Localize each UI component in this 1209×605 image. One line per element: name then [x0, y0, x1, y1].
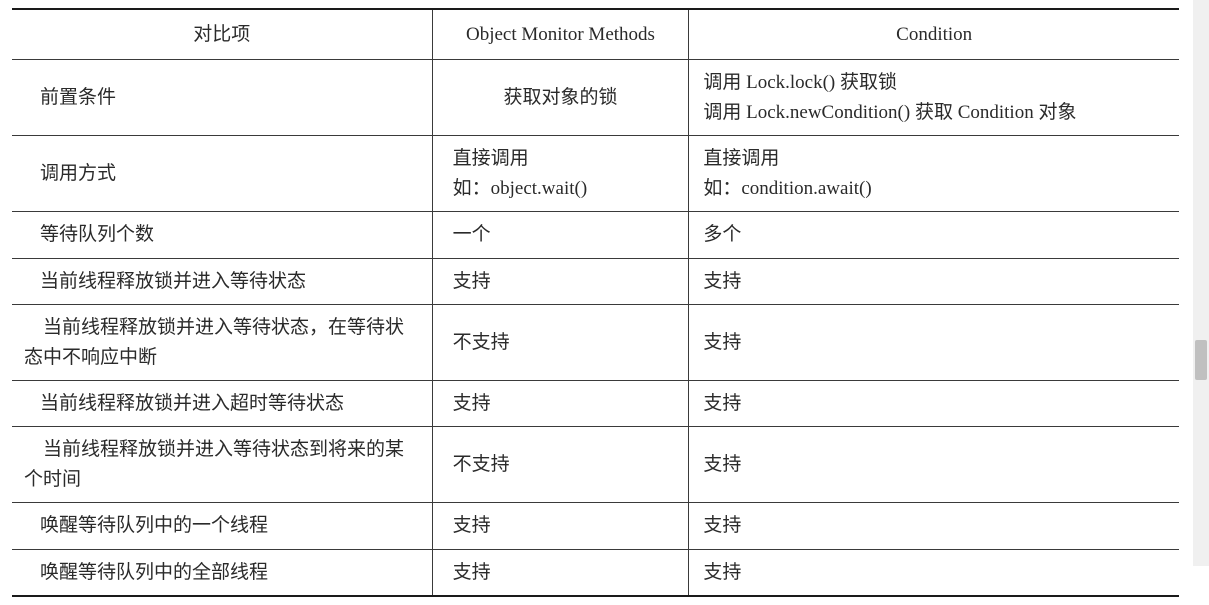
- cell-monitor: 不支持: [432, 427, 689, 503]
- cell-monitor: 支持: [432, 549, 689, 596]
- cell-compare: 当前线程释放锁并进入等待状态: [12, 258, 432, 304]
- cell-compare: 等待队列个数: [12, 212, 432, 258]
- cell-compare: 当前线程释放锁并进入等待状态，在等待状态中不响应中断: [12, 305, 432, 381]
- col-header-monitor: Object Monitor Methods: [432, 9, 689, 60]
- cell-condition: 支持: [689, 258, 1179, 304]
- cell-monitor: 支持: [432, 380, 689, 426]
- scrollbar-track[interactable]: [1193, 0, 1209, 566]
- cell-monitor: 直接调用 如：object.wait(): [432, 136, 689, 212]
- cell-condition: 调用 Lock.lock() 获取锁 调用 Lock.newCondition(…: [689, 60, 1179, 136]
- cell-compare: 前置条件: [12, 60, 432, 136]
- cell-condition: 支持: [689, 503, 1179, 549]
- table-row: 当前线程释放锁并进入等待状态，在等待状态中不响应中断不支持支持: [12, 305, 1179, 381]
- scrollbar-thumb[interactable]: [1195, 340, 1207, 380]
- cell-compare: 唤醒等待队列中的一个线程: [12, 503, 432, 549]
- cell-condition: 支持: [689, 427, 1179, 503]
- cell-monitor: 一个: [432, 212, 689, 258]
- table-row: 等待队列个数一个多个: [12, 212, 1179, 258]
- table-row: 当前线程释放锁并进入等待状态到将来的某个时间不支持支持: [12, 427, 1179, 503]
- table-row: 当前线程释放锁并进入超时等待状态支持支持: [12, 380, 1179, 426]
- table-row: 当前线程释放锁并进入等待状态支持支持: [12, 258, 1179, 304]
- col-header-condition: Condition: [689, 9, 1179, 60]
- col-header-compare: 对比项: [12, 9, 432, 60]
- cell-condition: 直接调用 如：condition.await(): [689, 136, 1179, 212]
- cell-monitor: 不支持: [432, 305, 689, 381]
- table-row: 唤醒等待队列中的全部线程支持支持: [12, 549, 1179, 596]
- comparison-table: 对比项 Object Monitor Methods Condition 前置条…: [12, 8, 1179, 597]
- cell-compare: 调用方式: [12, 136, 432, 212]
- cell-condition: 多个: [689, 212, 1179, 258]
- cell-monitor: 获取对象的锁: [432, 60, 689, 136]
- cell-compare: 唤醒等待队列中的全部线程: [12, 549, 432, 596]
- cell-condition: 支持: [689, 380, 1179, 426]
- table-body: 前置条件获取对象的锁调用 Lock.lock() 获取锁 调用 Lock.new…: [12, 60, 1179, 596]
- table-header-row: 对比项 Object Monitor Methods Condition: [12, 9, 1179, 60]
- cell-condition: 支持: [689, 305, 1179, 381]
- table-row: 唤醒等待队列中的一个线程支持支持: [12, 503, 1179, 549]
- cell-monitor: 支持: [432, 503, 689, 549]
- table-row: 调用方式直接调用 如：object.wait()直接调用 如：condition…: [12, 136, 1179, 212]
- cell-condition: 支持: [689, 549, 1179, 596]
- table-row: 前置条件获取对象的锁调用 Lock.lock() 获取锁 调用 Lock.new…: [12, 60, 1179, 136]
- cell-compare: 当前线程释放锁并进入超时等待状态: [12, 380, 432, 426]
- cell-compare: 当前线程释放锁并进入等待状态到将来的某个时间: [12, 427, 432, 503]
- cell-monitor: 支持: [432, 258, 689, 304]
